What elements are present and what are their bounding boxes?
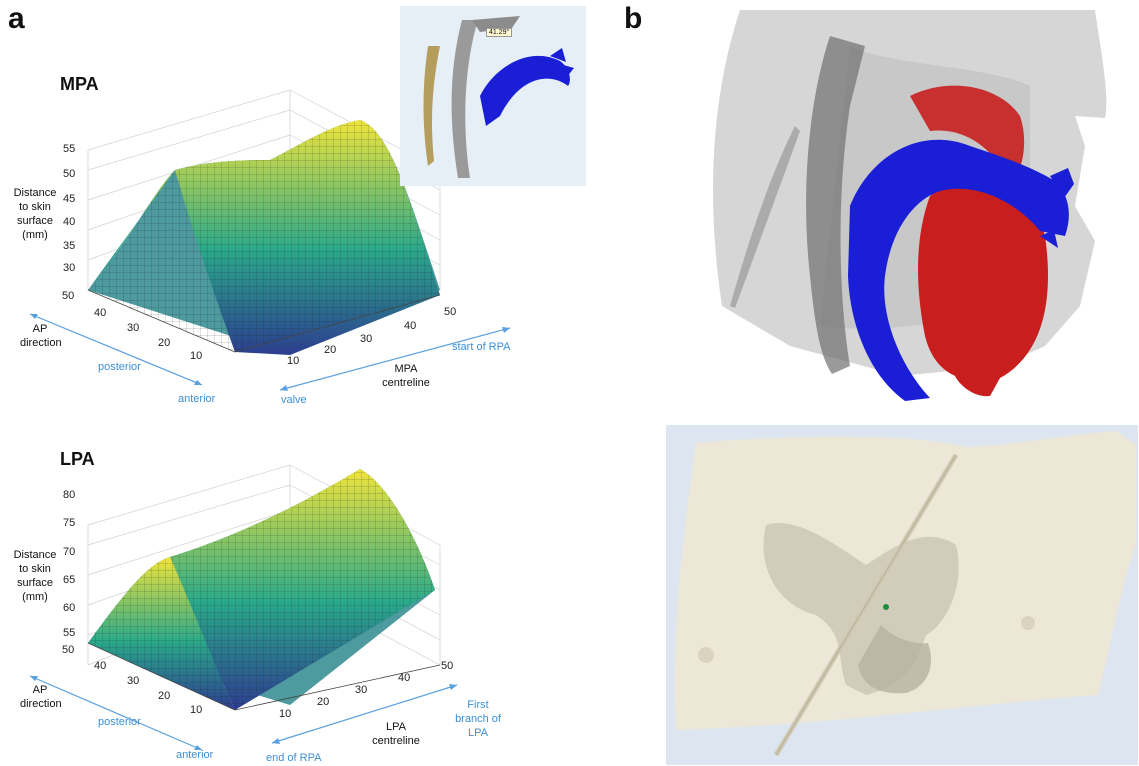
mpa-z-tick: 40	[63, 216, 76, 228]
lpa-surface-plot	[87, 464, 441, 711]
panel-label-a: a	[8, 2, 25, 35]
mpa-ap-tick: 50	[62, 290, 75, 302]
mpa-start-rpa-label: start of RPA	[452, 341, 511, 353]
mpa-centreline-tick: 30	[360, 333, 373, 345]
lpa-z-axis-label: Distance to skin surface (mm)	[13, 549, 57, 603]
inset-angle-label: 41.29°	[486, 28, 513, 37]
mpa-ap-tick: 10	[190, 350, 203, 362]
lpa-z-tick: 65	[63, 574, 76, 586]
lpa-ap-tick: 50	[62, 644, 75, 656]
mpa-centreline-tick: 50	[444, 306, 457, 318]
panel-label-b: b	[624, 2, 643, 35]
target-marker	[883, 604, 889, 610]
mpa-title: MPA	[60, 74, 99, 94]
lpa-posterior-label: posterior	[98, 716, 141, 728]
lpa-z-tick: 70	[63, 546, 76, 558]
lpa-ap-tick: 10	[190, 704, 203, 716]
ct-3d-render-top	[700, 6, 1138, 406]
ct-skin-render-bottom	[666, 425, 1138, 765]
mpa-centreline-tick: 40	[404, 320, 417, 332]
lpa-centreline-tick: 20	[317, 696, 330, 708]
mpa-centreline-tick: 10	[287, 355, 300, 367]
lpa-title: LPA	[60, 449, 95, 469]
mpa-ap-tick: 40	[94, 307, 107, 319]
mpa-z-tick: 30	[63, 262, 76, 274]
lpa-z-tick: 60	[63, 602, 76, 614]
ct-skin-render-bottom-svg	[674, 431, 1136, 757]
mpa-z-axis-label: Distance to skin surface (mm)	[13, 187, 57, 241]
mpa-centreline-tick: 20	[324, 344, 337, 356]
lpa-ap-tick: 40	[94, 660, 107, 672]
lpa-anterior-label: anterior	[176, 749, 214, 761]
mpa-ap-axis-label: AP direction	[20, 323, 62, 349]
inset-render	[423, 16, 574, 178]
mpa-z-tick: 45	[63, 193, 76, 205]
mpa-centreline-label: MPA centreline	[382, 363, 430, 389]
mpa-z-tick: 55	[63, 143, 76, 155]
mpa-ap-arrow	[29, 313, 203, 386]
lpa-end-rpa-label: end of RPA	[266, 752, 322, 764]
inset-3d-vessel-model: 41.29°	[400, 6, 586, 186]
mpa-z-tick: 35	[63, 240, 76, 252]
lpa-centreline-tick: 50	[441, 660, 454, 672]
mpa-surface-plot	[87, 89, 441, 355]
lpa-centreline-arrow	[271, 684, 458, 744]
mpa-posterior-label: posterior	[98, 361, 141, 373]
mpa-valve-label: valve	[281, 394, 307, 406]
lpa-z-tick: 55	[63, 627, 76, 639]
lpa-ap-arrow	[29, 675, 203, 751]
ct-3d-render-top-svg	[713, 10, 1107, 401]
lpa-centreline-tick: 10	[279, 708, 292, 720]
lpa-centreline-tick: 30	[355, 684, 368, 696]
lpa-z-tick: 80	[63, 489, 76, 501]
mpa-ap-tick: 30	[127, 322, 140, 334]
lpa-centreline-tick: 40	[398, 672, 411, 684]
mpa-ap-tick: 20	[158, 337, 171, 349]
lpa-first-branch-label: First branch of LPA	[455, 699, 501, 739]
lpa-ap-tick: 20	[158, 690, 171, 702]
lpa-centreline-label: LPA centreline	[372, 721, 420, 747]
lpa-ap-axis-label: AP direction	[20, 684, 62, 710]
lpa-z-tick: 75	[63, 517, 76, 529]
lpa-ap-tick: 30	[127, 675, 140, 687]
mpa-z-tick: 50	[63, 168, 76, 180]
mpa-centreline-arrow	[279, 327, 511, 391]
mpa-anterior-label: anterior	[178, 393, 216, 405]
